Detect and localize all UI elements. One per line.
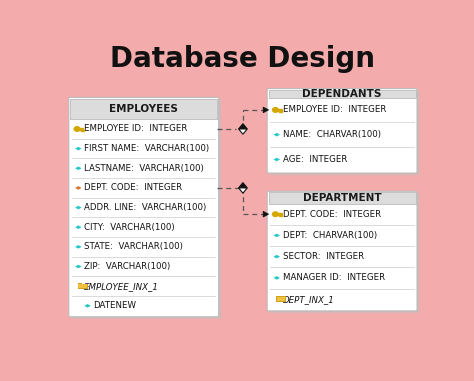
Bar (279, 215, 281, 216)
Bar (275, 109, 282, 110)
Polygon shape (83, 303, 92, 308)
Text: CITY:  VARCHAR(100): CITY: VARCHAR(100) (84, 223, 175, 232)
Polygon shape (272, 157, 281, 162)
Bar (82, 130, 83, 131)
Bar (70, 99, 217, 119)
Circle shape (273, 107, 278, 112)
FancyBboxPatch shape (267, 88, 417, 173)
Text: ADDR. LINE:  VARCHAR(100): ADDR. LINE: VARCHAR(100) (84, 203, 207, 212)
Polygon shape (238, 188, 247, 193)
Polygon shape (272, 132, 281, 137)
Text: MANAGER ID:  INTEGER: MANAGER ID: INTEGER (283, 274, 385, 282)
Text: DEPT:  CHARVAR(100): DEPT: CHARVAR(100) (283, 231, 377, 240)
Text: FIRST NAME:  VARCHAR(100): FIRST NAME: VARCHAR(100) (84, 144, 210, 153)
Text: SECTOR:  INTEGER: SECTOR: INTEGER (283, 252, 364, 261)
Text: DEPT. CODE:  INTEGER: DEPT. CODE: INTEGER (283, 210, 381, 219)
Polygon shape (74, 146, 83, 151)
Bar (275, 213, 282, 215)
Text: EMPLOYEE_INX_1: EMPLOYEE_INX_1 (84, 282, 159, 291)
FancyBboxPatch shape (69, 98, 219, 317)
Text: DEPENDANTS: DEPENDANTS (302, 89, 382, 99)
Text: LASTNAME:  VARCHAR(100): LASTNAME: VARCHAR(100) (84, 164, 204, 173)
Bar (77, 128, 83, 130)
Text: EMPLOYEE ID:  INTEGER: EMPLOYEE ID: INTEGER (283, 106, 386, 114)
Circle shape (273, 212, 278, 216)
Bar (78, 283, 82, 285)
Text: DEPARTMENT: DEPARTMENT (303, 193, 382, 203)
Text: AGE:  INTEGER: AGE: INTEGER (283, 155, 347, 164)
Polygon shape (263, 211, 269, 217)
Bar (281, 110, 282, 112)
Text: NAME:  CHARVAR(100): NAME: CHARVAR(100) (283, 130, 381, 139)
Text: DATENEW: DATENEW (93, 301, 137, 310)
Polygon shape (74, 225, 83, 230)
Bar (277, 297, 285, 301)
FancyBboxPatch shape (72, 99, 221, 319)
Polygon shape (272, 233, 281, 238)
Circle shape (74, 127, 80, 131)
Bar (276, 296, 280, 298)
Bar (78, 283, 88, 289)
Bar (78, 284, 87, 288)
Bar (279, 110, 281, 112)
Polygon shape (238, 124, 247, 129)
Text: STATE:  VARCHAR(100): STATE: VARCHAR(100) (84, 242, 183, 251)
Bar (81, 130, 82, 131)
Polygon shape (74, 186, 83, 190)
Polygon shape (74, 264, 83, 269)
Polygon shape (74, 244, 83, 249)
Text: EMPLOYEE ID:  INTEGER: EMPLOYEE ID: INTEGER (84, 125, 188, 133)
Polygon shape (272, 275, 281, 280)
Bar (269, 90, 416, 98)
Bar (281, 215, 282, 216)
Text: Database Design: Database Design (110, 45, 375, 73)
Bar (269, 192, 416, 203)
FancyBboxPatch shape (270, 193, 419, 313)
FancyBboxPatch shape (267, 191, 417, 311)
Bar (276, 296, 286, 302)
Text: ZIP:  VARCHAR(100): ZIP: VARCHAR(100) (84, 262, 171, 271)
Polygon shape (238, 182, 247, 188)
Polygon shape (272, 254, 281, 259)
Polygon shape (238, 129, 247, 134)
FancyBboxPatch shape (270, 91, 419, 175)
Text: DEPT_INX_1: DEPT_INX_1 (283, 295, 334, 304)
Text: EMPLOYEES: EMPLOYEES (109, 104, 178, 114)
Text: DEPT. CODE:  INTEGER: DEPT. CODE: INTEGER (84, 183, 182, 192)
Polygon shape (74, 166, 83, 171)
Polygon shape (74, 205, 83, 210)
Polygon shape (263, 107, 269, 113)
